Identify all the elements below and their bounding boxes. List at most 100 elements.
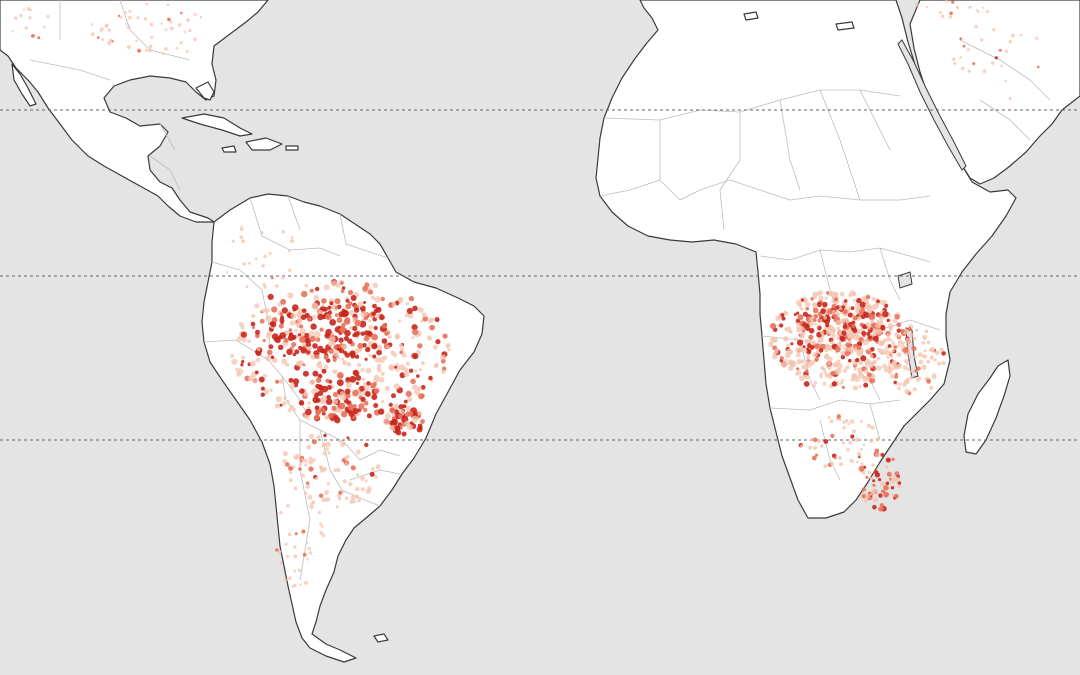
fire-dot-low <box>981 6 985 9</box>
fire-dot-low <box>411 415 419 423</box>
fire-dot-mid <box>270 276 274 280</box>
fire-dot-mid <box>328 412 334 419</box>
fire-dot-low <box>101 38 105 41</box>
fire-dot-high <box>288 334 295 341</box>
fire-dot-high <box>314 405 320 411</box>
fire-dot-low <box>892 362 897 368</box>
fire-dot-high <box>314 392 320 398</box>
fire-dot-mid <box>900 328 905 333</box>
fire-dot-low <box>812 383 816 388</box>
fire-dot-low <box>277 549 282 554</box>
fire-dot-low <box>364 479 368 483</box>
fire-dot-low <box>808 445 812 450</box>
fire-dot-low <box>857 371 864 377</box>
fire-dot-high <box>329 301 334 306</box>
fire-dot-low <box>818 295 824 301</box>
fire-dot-mid <box>336 317 343 323</box>
fire-dot-high <box>850 306 855 311</box>
fire-dot-low <box>939 347 944 353</box>
fire-dot-low <box>263 389 269 395</box>
fire-dot-mid <box>833 297 838 302</box>
fire-dot-high <box>855 357 860 363</box>
fire-dot-low <box>126 25 131 30</box>
fire-dot-low <box>291 236 294 239</box>
fire-dot-low <box>783 358 788 363</box>
fire-dot-low <box>884 346 890 351</box>
fire-dot-low <box>316 435 321 440</box>
fire-dot-low <box>274 403 280 409</box>
fire-dot-mid <box>301 290 308 298</box>
fire-dot-mid <box>410 378 416 385</box>
fire-dot-mid <box>288 328 293 332</box>
fire-dot-mid <box>331 405 337 411</box>
fire-dot-mid <box>167 17 171 22</box>
fire-dot-high <box>341 286 346 290</box>
fire-dot-high <box>338 337 344 343</box>
fire-dot-mid <box>779 356 784 361</box>
fire-dot-low <box>303 391 309 397</box>
fire-dot-low <box>914 2 919 7</box>
fire-dot-low <box>854 437 860 442</box>
fire-dot-low <box>856 451 862 457</box>
fire-dot-mid <box>368 289 374 295</box>
fire-dot-low <box>783 336 789 342</box>
fire-dot-low <box>968 5 972 9</box>
fire-dot-low <box>305 484 311 489</box>
fire-dot-low <box>860 462 864 467</box>
fire-dot-low <box>921 340 926 345</box>
fire-dot-low <box>260 231 264 235</box>
fire-dot-low <box>238 322 244 327</box>
fire-dot-high <box>344 329 351 337</box>
fire-dot-low <box>837 456 842 461</box>
fire-dot-low <box>375 464 381 470</box>
fire-dot-mid <box>340 289 345 294</box>
fire-dot-low <box>368 319 372 323</box>
fire-dot-mid <box>420 419 425 424</box>
fire-dot-low <box>863 498 869 503</box>
fire-dot-low <box>289 320 296 326</box>
fire-dot-high <box>417 423 423 429</box>
fire-dot-mid <box>280 298 287 305</box>
fire-dot-mid <box>412 329 419 336</box>
fire-dot-low <box>314 476 319 481</box>
fire-dot-low <box>794 337 798 341</box>
fire-dot-high <box>294 383 299 388</box>
fire-dot-high <box>880 452 885 457</box>
fire-dot-low <box>306 444 312 450</box>
fire-dot-low <box>897 344 901 348</box>
fire-dot-low <box>299 583 302 586</box>
fire-dot-low <box>380 400 385 404</box>
fire-dot-low <box>959 56 962 59</box>
fire-dot-low <box>262 373 267 378</box>
fire-dot-high <box>376 349 382 356</box>
fire-dot-low <box>90 23 94 26</box>
fire-dot-high <box>279 318 285 323</box>
fire-dot-low <box>846 447 850 452</box>
fire-dot-high <box>406 307 413 315</box>
fire-dot-low <box>239 235 244 240</box>
fire-dot-low <box>867 347 871 352</box>
fire-dot-low <box>940 14 945 19</box>
fire-dot-low <box>340 357 345 361</box>
fire-dot-low <box>304 580 309 585</box>
fire-dot-mid <box>827 308 834 315</box>
fire-dot-mid <box>951 0 955 4</box>
fire-dot-high <box>856 297 862 304</box>
fire-dot-high <box>941 351 946 356</box>
fire-dot-low <box>886 337 891 342</box>
fire-dot-low <box>775 347 780 352</box>
fire-dot-high <box>298 400 305 406</box>
fire-dot-high <box>800 298 804 302</box>
fire-dot-low <box>903 359 908 363</box>
fire-dot-low <box>828 347 833 352</box>
fire-dot-low <box>783 310 788 315</box>
fire-dot-low <box>812 352 818 358</box>
fire-dot-high <box>412 305 418 312</box>
fire-dot-low <box>977 10 980 14</box>
fire-dot-low <box>427 319 432 324</box>
fire-dot-low <box>329 336 336 343</box>
fire-dot-low <box>287 292 294 299</box>
fire-dot-low <box>852 429 857 434</box>
fire-dot-mid <box>972 62 976 66</box>
fire-dot-low <box>304 283 309 288</box>
